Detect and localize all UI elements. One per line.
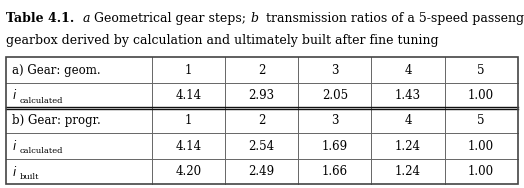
Bar — [6, 57, 518, 184]
Text: 2.49: 2.49 — [249, 165, 275, 178]
Text: 4.14: 4.14 — [176, 89, 202, 102]
Text: 1.24: 1.24 — [395, 165, 421, 178]
Text: 1.00: 1.00 — [468, 89, 494, 102]
Bar — [6, 57, 518, 184]
Text: built: built — [19, 173, 39, 181]
Text: 1.43: 1.43 — [395, 89, 421, 102]
Text: b) Gear: progr.: b) Gear: progr. — [12, 114, 100, 127]
Text: calculated: calculated — [19, 147, 63, 155]
Text: 2.05: 2.05 — [322, 89, 348, 102]
Text: 4.20: 4.20 — [176, 165, 202, 178]
Text: 1: 1 — [185, 114, 192, 127]
Text: 1.66: 1.66 — [322, 165, 348, 178]
Text: 5: 5 — [477, 64, 485, 77]
Text: 1.00: 1.00 — [468, 165, 494, 178]
Text: 1.69: 1.69 — [322, 140, 348, 153]
Text: a: a — [83, 12, 90, 25]
Text: 4.14: 4.14 — [176, 140, 202, 153]
Text: 2: 2 — [258, 64, 266, 77]
Text: 1.24: 1.24 — [395, 140, 421, 153]
Text: $i$: $i$ — [12, 88, 17, 102]
Text: 3: 3 — [331, 64, 339, 77]
Text: 5: 5 — [477, 114, 485, 127]
Text: gearbox derived by calculation and ultimately built after fine tuning: gearbox derived by calculation and ultim… — [6, 34, 439, 47]
Text: 2.93: 2.93 — [249, 89, 275, 102]
Text: $i$: $i$ — [12, 164, 17, 179]
Text: 1: 1 — [185, 64, 192, 77]
Text: 4: 4 — [404, 64, 412, 77]
Text: calculated: calculated — [19, 97, 63, 105]
Text: b: b — [250, 12, 258, 25]
Text: transmission ratios of a 5-speed passenger car: transmission ratios of a 5-speed passeng… — [258, 12, 524, 25]
Text: 2: 2 — [258, 114, 266, 127]
Text: 4: 4 — [404, 114, 412, 127]
Text: 1.00: 1.00 — [468, 140, 494, 153]
Text: a) Gear: geom.: a) Gear: geom. — [12, 64, 100, 77]
Text: $i$: $i$ — [12, 139, 17, 153]
Text: 2.54: 2.54 — [249, 140, 275, 153]
Text: 3: 3 — [331, 114, 339, 127]
Text: Table 4.1.: Table 4.1. — [6, 12, 74, 25]
Text: Geometrical gear steps;: Geometrical gear steps; — [90, 12, 250, 25]
